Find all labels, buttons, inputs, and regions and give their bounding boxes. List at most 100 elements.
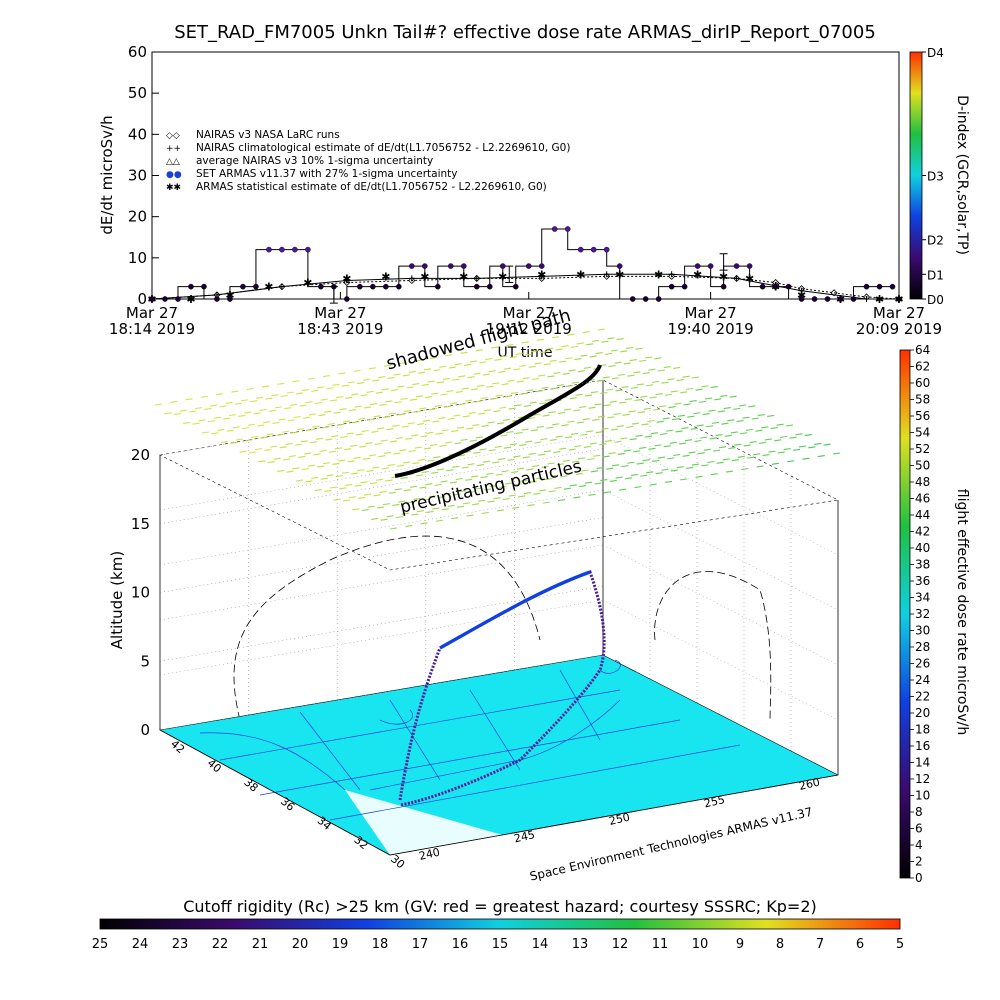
particle-dash xyxy=(342,499,351,502)
particle-dash xyxy=(555,348,563,351)
particle-dash xyxy=(670,390,678,393)
particle-dash xyxy=(364,493,372,496)
particle-dash xyxy=(532,465,540,468)
particle-dash xyxy=(421,470,429,474)
cutoff-rigidity-tick-label: 23 xyxy=(172,937,189,952)
particle-dash xyxy=(749,441,757,444)
particle-dash xyxy=(498,458,506,461)
particle-dash xyxy=(458,375,466,378)
legend-entry: ARMAS statistical estimate of dE/dt(L1.7… xyxy=(196,181,547,193)
particle-dash xyxy=(344,448,352,451)
particle-dash xyxy=(709,437,717,440)
particle-dash xyxy=(306,428,314,432)
particle-dash xyxy=(682,454,690,457)
particle-dash xyxy=(664,480,673,483)
map-boundary-line xyxy=(379,659,621,725)
particle-dash xyxy=(635,434,643,437)
dose-rate-tick-label: 24 xyxy=(915,673,930,687)
particle-dash xyxy=(515,352,523,355)
particle-dash xyxy=(308,413,317,416)
particle-dash xyxy=(409,485,418,488)
particle-dash xyxy=(395,436,403,440)
particle-dash xyxy=(337,423,345,426)
particle-dash xyxy=(368,367,376,370)
particle-dash xyxy=(322,462,331,465)
top-y-tick-label: 10 xyxy=(128,249,147,267)
particle-dash xyxy=(282,458,291,461)
particle-dash xyxy=(528,365,536,368)
armas-point xyxy=(396,283,402,290)
particle-dash xyxy=(354,405,362,408)
particle-dash xyxy=(290,403,298,406)
particle-dash xyxy=(576,421,584,424)
particle-dash xyxy=(710,473,718,476)
top-x-tick-label-date: Mar 27 xyxy=(314,304,366,322)
dose-rate-tick-label: 10 xyxy=(915,789,930,803)
climatological-point xyxy=(798,287,805,294)
particle-dash xyxy=(297,428,305,431)
armas-point xyxy=(681,283,688,290)
particle-dash xyxy=(394,401,402,404)
longitude-tick-label: 260 xyxy=(798,776,821,793)
particle-dash xyxy=(776,423,784,426)
particle-dash xyxy=(251,435,259,438)
particle-dash xyxy=(537,374,546,377)
particle-dash xyxy=(575,393,583,396)
particle-dash xyxy=(648,447,656,450)
particle-dash xyxy=(467,463,475,466)
particle-dash xyxy=(680,478,688,481)
particle-dash xyxy=(273,457,281,460)
particle-dash xyxy=(661,381,669,384)
particle-dash xyxy=(371,517,379,520)
particle-dash xyxy=(230,441,238,444)
armas-point xyxy=(357,283,363,290)
particle-dash xyxy=(400,397,408,400)
particle-dash xyxy=(357,469,365,472)
particle-dash xyxy=(629,359,637,362)
dose-rate-tick-label: 18 xyxy=(915,723,930,737)
particle-dash xyxy=(534,362,542,365)
particle-dash xyxy=(547,462,555,465)
particle-dash xyxy=(479,361,487,364)
statistical-point: ✱ xyxy=(342,272,351,285)
particle-dash xyxy=(284,407,292,410)
particle-dash xyxy=(475,349,483,352)
particle-dash xyxy=(301,468,309,471)
cutoff-rigidity-title: Cutoff rigidity (Rc) >25 km (GV: red = g… xyxy=(183,897,817,916)
particle-dash xyxy=(662,417,670,420)
armas-point xyxy=(318,283,324,290)
particle-dash xyxy=(408,449,416,453)
particle-dash xyxy=(353,456,361,460)
particle-dash xyxy=(421,383,429,386)
altitude-axis: 0 5 10 15 20 xyxy=(131,379,604,739)
particle-dash xyxy=(745,428,754,431)
particle-dash xyxy=(612,377,620,380)
particle-dash xyxy=(295,392,304,395)
particle-dash xyxy=(340,435,348,439)
particle-dash xyxy=(376,506,385,509)
particle-dash xyxy=(493,410,501,413)
particle-dash xyxy=(338,459,346,462)
particle-dash xyxy=(425,483,433,486)
dose-rate-tick-label: 28 xyxy=(915,640,930,654)
dose-rate-tick-label: 34 xyxy=(915,591,930,605)
particle-dash xyxy=(676,466,684,469)
particle-dash xyxy=(689,400,697,403)
particle-dash xyxy=(294,443,302,446)
top-x-tick-label-date: Mar 27 xyxy=(873,304,925,322)
armas-point xyxy=(266,246,272,253)
armas-point xyxy=(889,283,896,290)
particle-dash xyxy=(584,394,593,397)
particle-dash xyxy=(540,350,548,354)
particle-dash xyxy=(521,341,529,344)
particle-dash xyxy=(440,480,448,483)
particle-dash xyxy=(724,434,732,437)
particle-dash xyxy=(300,440,308,443)
particle-dash xyxy=(399,449,407,452)
particle-dash xyxy=(334,447,342,450)
particle-dash xyxy=(295,479,304,482)
particle-dash xyxy=(183,421,191,424)
particle-dash xyxy=(651,459,660,463)
particle-dash xyxy=(324,410,332,413)
